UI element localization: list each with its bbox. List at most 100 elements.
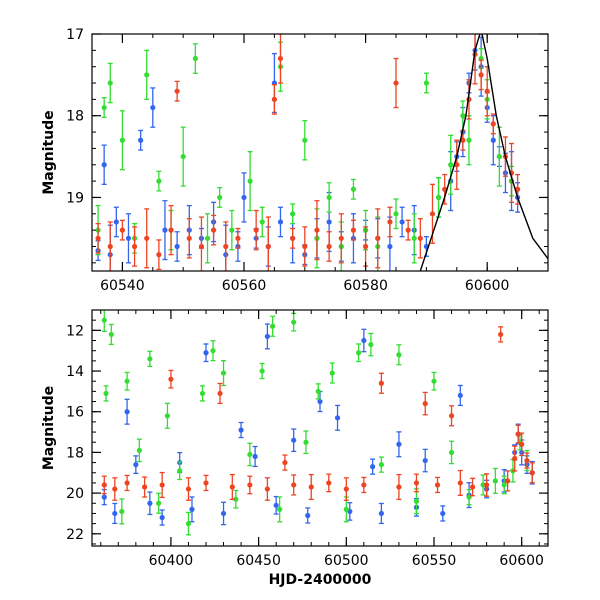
data-point [107, 80, 113, 86]
data-point [350, 227, 357, 233]
data-point [185, 486, 192, 492]
series-3 [95, 34, 521, 271]
data-point [290, 211, 296, 217]
data-point [119, 508, 125, 515]
data-point [515, 186, 521, 192]
x-tick-label: 60580 [343, 278, 388, 294]
data-point [144, 235, 150, 241]
data-point [524, 457, 530, 464]
data-point [314, 227, 320, 233]
data-point [180, 153, 186, 160]
data-point [210, 348, 216, 354]
data-point [133, 462, 139, 468]
data-point [291, 482, 297, 488]
data-point [247, 451, 253, 458]
data-point [229, 227, 235, 233]
data-point [108, 331, 114, 338]
data-point [422, 400, 428, 407]
data-point [505, 478, 511, 484]
data-point [396, 441, 402, 447]
data-point [247, 482, 253, 488]
x-axis-title: HJD-2400000 [269, 572, 372, 588]
data-point [203, 480, 209, 486]
y-tick-label: 14 [66, 364, 84, 380]
data-point [186, 235, 192, 241]
data-point [302, 243, 308, 250]
y-tick-label: 18 [66, 445, 84, 461]
data-point [229, 484, 235, 490]
x-tick-label: 60600 [499, 553, 544, 569]
data-point [387, 219, 393, 225]
data-point [264, 486, 270, 492]
data-point [361, 337, 367, 344]
data-point [490, 121, 496, 127]
data-point [326, 480, 332, 486]
data-point [271, 96, 277, 102]
data-point [252, 453, 258, 460]
data-point [185, 521, 192, 527]
data-point [162, 227, 168, 233]
data-point [253, 227, 259, 233]
data-point [363, 243, 369, 250]
data-point [519, 441, 525, 447]
data-point [326, 219, 332, 225]
data-point [435, 194, 442, 201]
data-point [101, 162, 107, 168]
data-point [164, 413, 171, 419]
data-point [434, 482, 441, 488]
data-point [113, 219, 119, 225]
data-point [235, 235, 241, 241]
data-point [220, 370, 227, 376]
data-point [496, 153, 502, 160]
data-point [189, 506, 195, 512]
data-point [203, 350, 209, 356]
data-point [378, 462, 384, 468]
data-point [101, 482, 107, 488]
data-point [396, 352, 402, 358]
top-panel-chart: 60540 60560 60580 60600 17 18 19 Magnitude [41, 27, 549, 294]
data-point [375, 235, 381, 241]
data-point [460, 113, 466, 119]
data-point [101, 104, 107, 111]
data-point [429, 211, 436, 217]
data-point [387, 243, 393, 250]
y-tick-label: 22 [66, 527, 84, 543]
data-point [138, 137, 144, 143]
data-point [448, 413, 455, 419]
data-point [124, 378, 130, 384]
data-point [303, 439, 309, 445]
data-point [156, 178, 162, 184]
data-point [192, 55, 198, 62]
data-point [343, 506, 349, 512]
data-point [329, 370, 335, 376]
data-point [168, 227, 174, 233]
data-point [159, 514, 165, 521]
y-tick-label: 12 [66, 323, 84, 339]
data-point [492, 478, 498, 484]
data-layer [95, 34, 548, 271]
data-point [370, 464, 376, 470]
data-point [119, 227, 125, 233]
data-point [220, 510, 227, 517]
data-point [457, 480, 463, 486]
data-point [448, 449, 455, 456]
data-point [413, 480, 420, 486]
data-point [282, 459, 288, 466]
x-tick-label: 60450 [236, 553, 281, 569]
data-point [259, 219, 265, 225]
data-point [460, 137, 466, 143]
data-point [290, 235, 296, 241]
data-point [302, 137, 308, 143]
data-point [305, 512, 311, 519]
data-point [131, 243, 138, 250]
data-point [247, 178, 253, 184]
data-point [125, 235, 132, 241]
data-point [223, 243, 229, 250]
data-point [168, 376, 174, 382]
y-axis-title: Magnitude [41, 386, 57, 470]
data-point [112, 510, 118, 517]
y-tick-label: 17 [66, 27, 84, 43]
x-tick-label: 60550 [412, 553, 457, 569]
data-point [270, 323, 276, 329]
